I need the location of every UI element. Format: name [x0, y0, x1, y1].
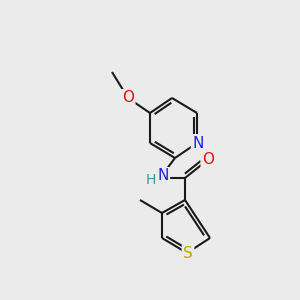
Text: H: H — [146, 173, 156, 187]
Text: O: O — [202, 152, 214, 167]
Text: N: N — [157, 169, 169, 184]
Text: S: S — [183, 245, 193, 260]
Text: O: O — [122, 91, 134, 106]
Text: N: N — [192, 136, 204, 151]
